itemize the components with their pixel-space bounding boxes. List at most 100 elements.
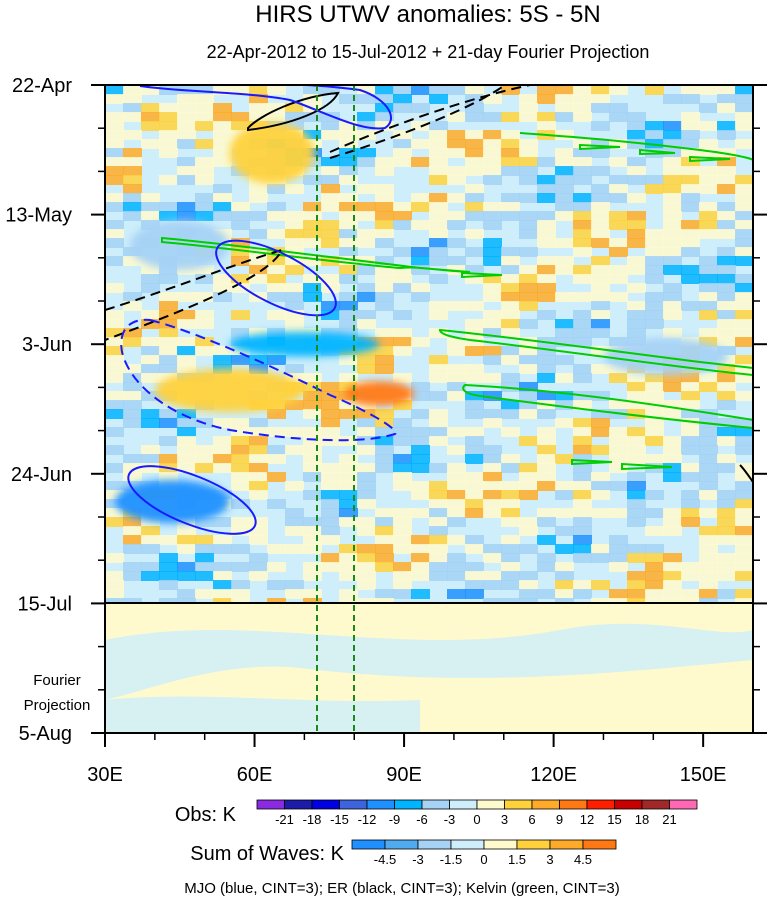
- anomaly-cell: [555, 580, 574, 590]
- anomaly-cell: [321, 121, 340, 131]
- anomaly-cell: [321, 85, 340, 95]
- anomaly-cell: [501, 463, 520, 473]
- anomaly-cell: [195, 445, 214, 455]
- anomaly-cell: [519, 355, 538, 365]
- anomaly-cell: [375, 535, 394, 545]
- anomaly-cell: [231, 85, 250, 95]
- y-axis: 22-Apr 13-May 3-Jun 24-Jun 15-Jul 5-Aug: [5, 75, 767, 745]
- anomaly-cell: [699, 571, 718, 581]
- anomaly-cell: [627, 229, 646, 239]
- anomaly-cell: [447, 490, 466, 500]
- anomaly-cell: [483, 220, 502, 230]
- anomaly-cell: [429, 202, 448, 212]
- anomaly-cell: [627, 490, 646, 500]
- anomaly-cell: [141, 193, 160, 203]
- anomaly-cell: [447, 130, 466, 140]
- anomaly-cell: [159, 148, 178, 158]
- anomaly-cell: [573, 319, 592, 329]
- anomaly-cell: [375, 553, 394, 563]
- anomaly-cell: [303, 445, 322, 455]
- anomaly-cell: [519, 391, 538, 401]
- anomaly-cell: [519, 247, 538, 257]
- projection-field: [105, 603, 753, 733]
- anomaly-cell: [393, 211, 412, 221]
- anomaly-cell: [591, 580, 610, 590]
- anomaly-cell: [735, 562, 753, 572]
- anomaly-cell: [555, 94, 574, 104]
- colorbar-tick-label: -15: [330, 812, 349, 827]
- anomaly-cell: [483, 346, 502, 356]
- anomaly-cell: [231, 445, 250, 455]
- anomaly-cell: [663, 130, 682, 140]
- anomaly-cell: [267, 256, 286, 266]
- er-contour-positive: [247, 91, 340, 132]
- anomaly-cell: [537, 112, 556, 122]
- positive-anomaly: [229, 122, 315, 184]
- anomaly-cell: [591, 292, 610, 302]
- anomaly-cell: [123, 157, 142, 167]
- anomaly-cell: [303, 490, 322, 500]
- anomaly-cell: [303, 400, 322, 410]
- anomaly-cell: [519, 526, 538, 536]
- waves-colorbar-label: Sum of Waves: K: [190, 843, 344, 865]
- anomaly-cell: [609, 445, 628, 455]
- anomaly-cell: [483, 94, 502, 104]
- anomaly-cell: [645, 319, 664, 329]
- anomaly-cell: [591, 256, 610, 266]
- anomaly-cell: [663, 310, 682, 320]
- anomaly-cell: [177, 103, 196, 113]
- anomaly-cell: [303, 274, 322, 284]
- anomaly-cell: [501, 499, 520, 509]
- anomaly-cell: [735, 85, 753, 95]
- anomaly-cell: [123, 292, 142, 302]
- anomaly-cell: [321, 481, 340, 491]
- anomaly-cell: [393, 130, 412, 140]
- anomaly-cell: [501, 409, 520, 419]
- y-tick-label: 5-Aug: [19, 723, 72, 745]
- anomaly-cell: [465, 202, 484, 212]
- anomaly-cell: [447, 571, 466, 581]
- anomaly-cell: [519, 544, 538, 554]
- anomaly-cell: [501, 292, 520, 302]
- anomaly-cell: [321, 157, 340, 167]
- anomaly-cell: [735, 175, 753, 185]
- anomaly-cell: [267, 409, 286, 419]
- anomaly-cell: [213, 544, 232, 554]
- anomaly-cell: [591, 445, 610, 455]
- anomaly-cell: [159, 535, 178, 545]
- anomaly-cell: [501, 580, 520, 590]
- anomaly-cell: [591, 472, 610, 482]
- colorbar-swatch: [614, 799, 643, 810]
- anomaly-cell: [717, 211, 736, 221]
- colorbar-swatch: [559, 799, 588, 810]
- colorbar-tick-label: 18: [635, 812, 649, 827]
- anomaly-cell: [375, 121, 394, 131]
- anomaly-cell: [609, 508, 628, 518]
- anomaly-cell: [375, 364, 394, 374]
- anomaly-cell: [375, 229, 394, 239]
- y-tick-label: 24-Jun: [11, 464, 72, 486]
- anomaly-cell: [681, 139, 700, 149]
- anomaly-cell: [663, 94, 682, 104]
- anomaly-cell: [519, 589, 538, 599]
- anomaly-cell: [411, 121, 430, 131]
- mjo-contour-positive: [139, 85, 392, 130]
- anomaly-cell: [393, 580, 412, 590]
- anomaly-cell: [213, 571, 232, 581]
- anomaly-cell: [285, 445, 304, 455]
- anomaly-cell: [663, 373, 682, 383]
- anomaly-cell: [627, 373, 646, 383]
- anomaly-cell: [555, 508, 574, 518]
- anomaly-cell: [357, 283, 376, 293]
- anomaly-cell: [447, 175, 466, 185]
- anomaly-cell: [105, 445, 124, 455]
- anomaly-cell: [393, 139, 412, 149]
- anomaly-cell: [177, 94, 196, 104]
- anomaly-cell: [681, 436, 700, 446]
- anomaly-cell: [321, 301, 340, 311]
- anomaly-cell: [483, 508, 502, 518]
- anomaly-cell: [231, 256, 250, 266]
- anomaly-cell: [177, 121, 196, 131]
- anomaly-cell: [537, 454, 556, 464]
- anomaly-cell: [537, 553, 556, 563]
